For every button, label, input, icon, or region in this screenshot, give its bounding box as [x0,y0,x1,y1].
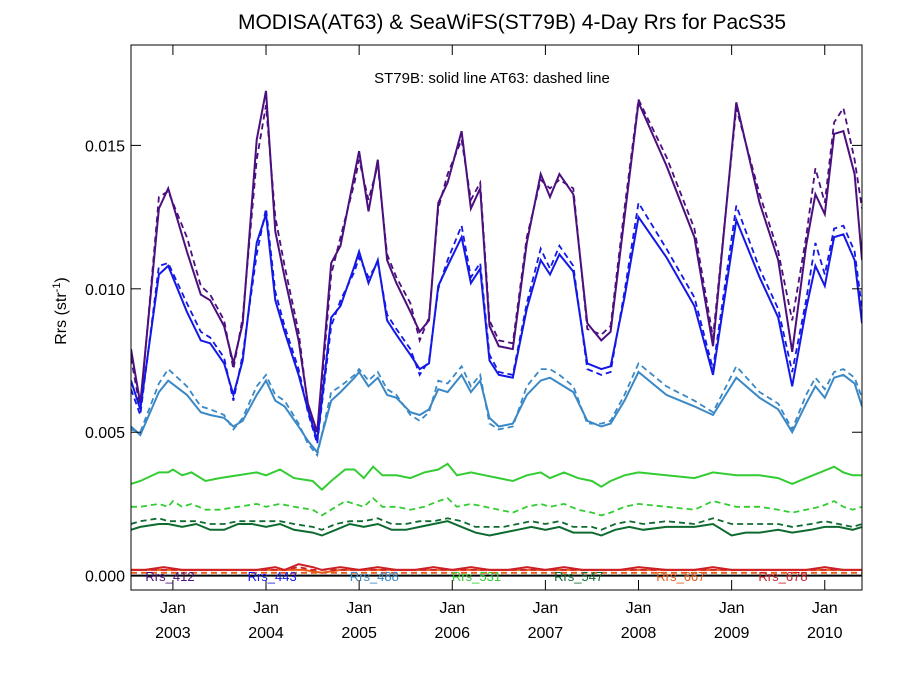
series-layer [131,90,862,574]
series-line-Rrs_678-solid [131,563,862,571]
series-line-Rrs_531-dashed [131,496,862,517]
x-tick-label-month: Jan [439,600,465,617]
x-tick-label-month: Jan [812,600,838,617]
legend-item-Rrs_678: Rrs_678 [758,569,807,584]
y-axis-label-superscript: -1 [51,283,63,293]
legend-item-Rrs_488: Rrs_488 [350,569,399,584]
series-line-Rrs_443-dashed [131,200,862,444]
x-tick-label-month: Jan [626,600,652,617]
series-line-Rrs_443-solid [131,213,862,442]
series-line-Rrs_547-dashed [131,517,862,531]
legend: Rrs_412 Rrs_443 Rrs_488 Rrs_531 Rrs_547 Rrs_6… [145,569,807,584]
x-tick-label-month: Jan [160,600,186,617]
legend-item-Rrs_443: Rrs_443 [248,569,297,584]
x-tick-label-month: Jan [719,600,745,617]
y-tick-label: 0.015 [85,138,125,155]
x-tick-label-year: 2008 [621,625,657,642]
y-axis-label-close: ) [53,277,70,282]
x-tick-label-year: 2010 [807,625,843,642]
x-tick-label-year: 2009 [714,625,750,642]
legend-item-Rrs_667: Rrs_667 [656,569,705,584]
x-tick-label-year: 2006 [434,625,470,642]
x-tick-label-month: Jan [346,600,372,617]
series-line-Rrs_547-solid [131,520,862,537]
series-line-Rrs_412-solid [131,90,862,433]
series-line-Rrs_678-dashed [131,566,862,571]
line-style-note: ST79B: solid line AT63: dashed line [374,70,610,87]
series-line-Rrs_412-dashed [131,96,862,439]
axes-layer: 0.000 0.005 0.010 0.015 Jan 2003 Jan 2004 Jan 200… [85,44,863,642]
legend-item-Rrs_531: Rrs_531 [452,569,501,584]
series-line-Rrs_531-solid [131,462,862,491]
y-tick-label: 0.005 [85,425,125,442]
x-tick-label-month: Jan [253,600,279,617]
x-tick-label-year: 2004 [248,625,284,642]
y-axis-label-main: Rrs (str [53,292,70,345]
series-line-Rrs_488-dashed [131,361,862,458]
legend-item-Rrs_412: Rrs_412 [145,569,194,584]
y-tick-label: 0.000 [85,569,125,586]
series-line-Rrs_488-solid [131,370,862,455]
x-tick-label-year: 2007 [528,625,564,642]
plot-frame [130,44,863,591]
y-tick-label: 0.010 [85,282,125,299]
y-axis-label: Rrs (str-1) [51,277,70,345]
chart-title: MODISA(AT63) & SeaWiFS(ST79B) 4-Day Rrs … [238,11,786,34]
x-tick-label-year: 2003 [155,625,191,642]
x-tick-label-year: 2005 [341,625,377,642]
legend-item-Rrs_547: Rrs_547 [554,569,603,584]
x-tick-label-month: Jan [532,600,558,617]
